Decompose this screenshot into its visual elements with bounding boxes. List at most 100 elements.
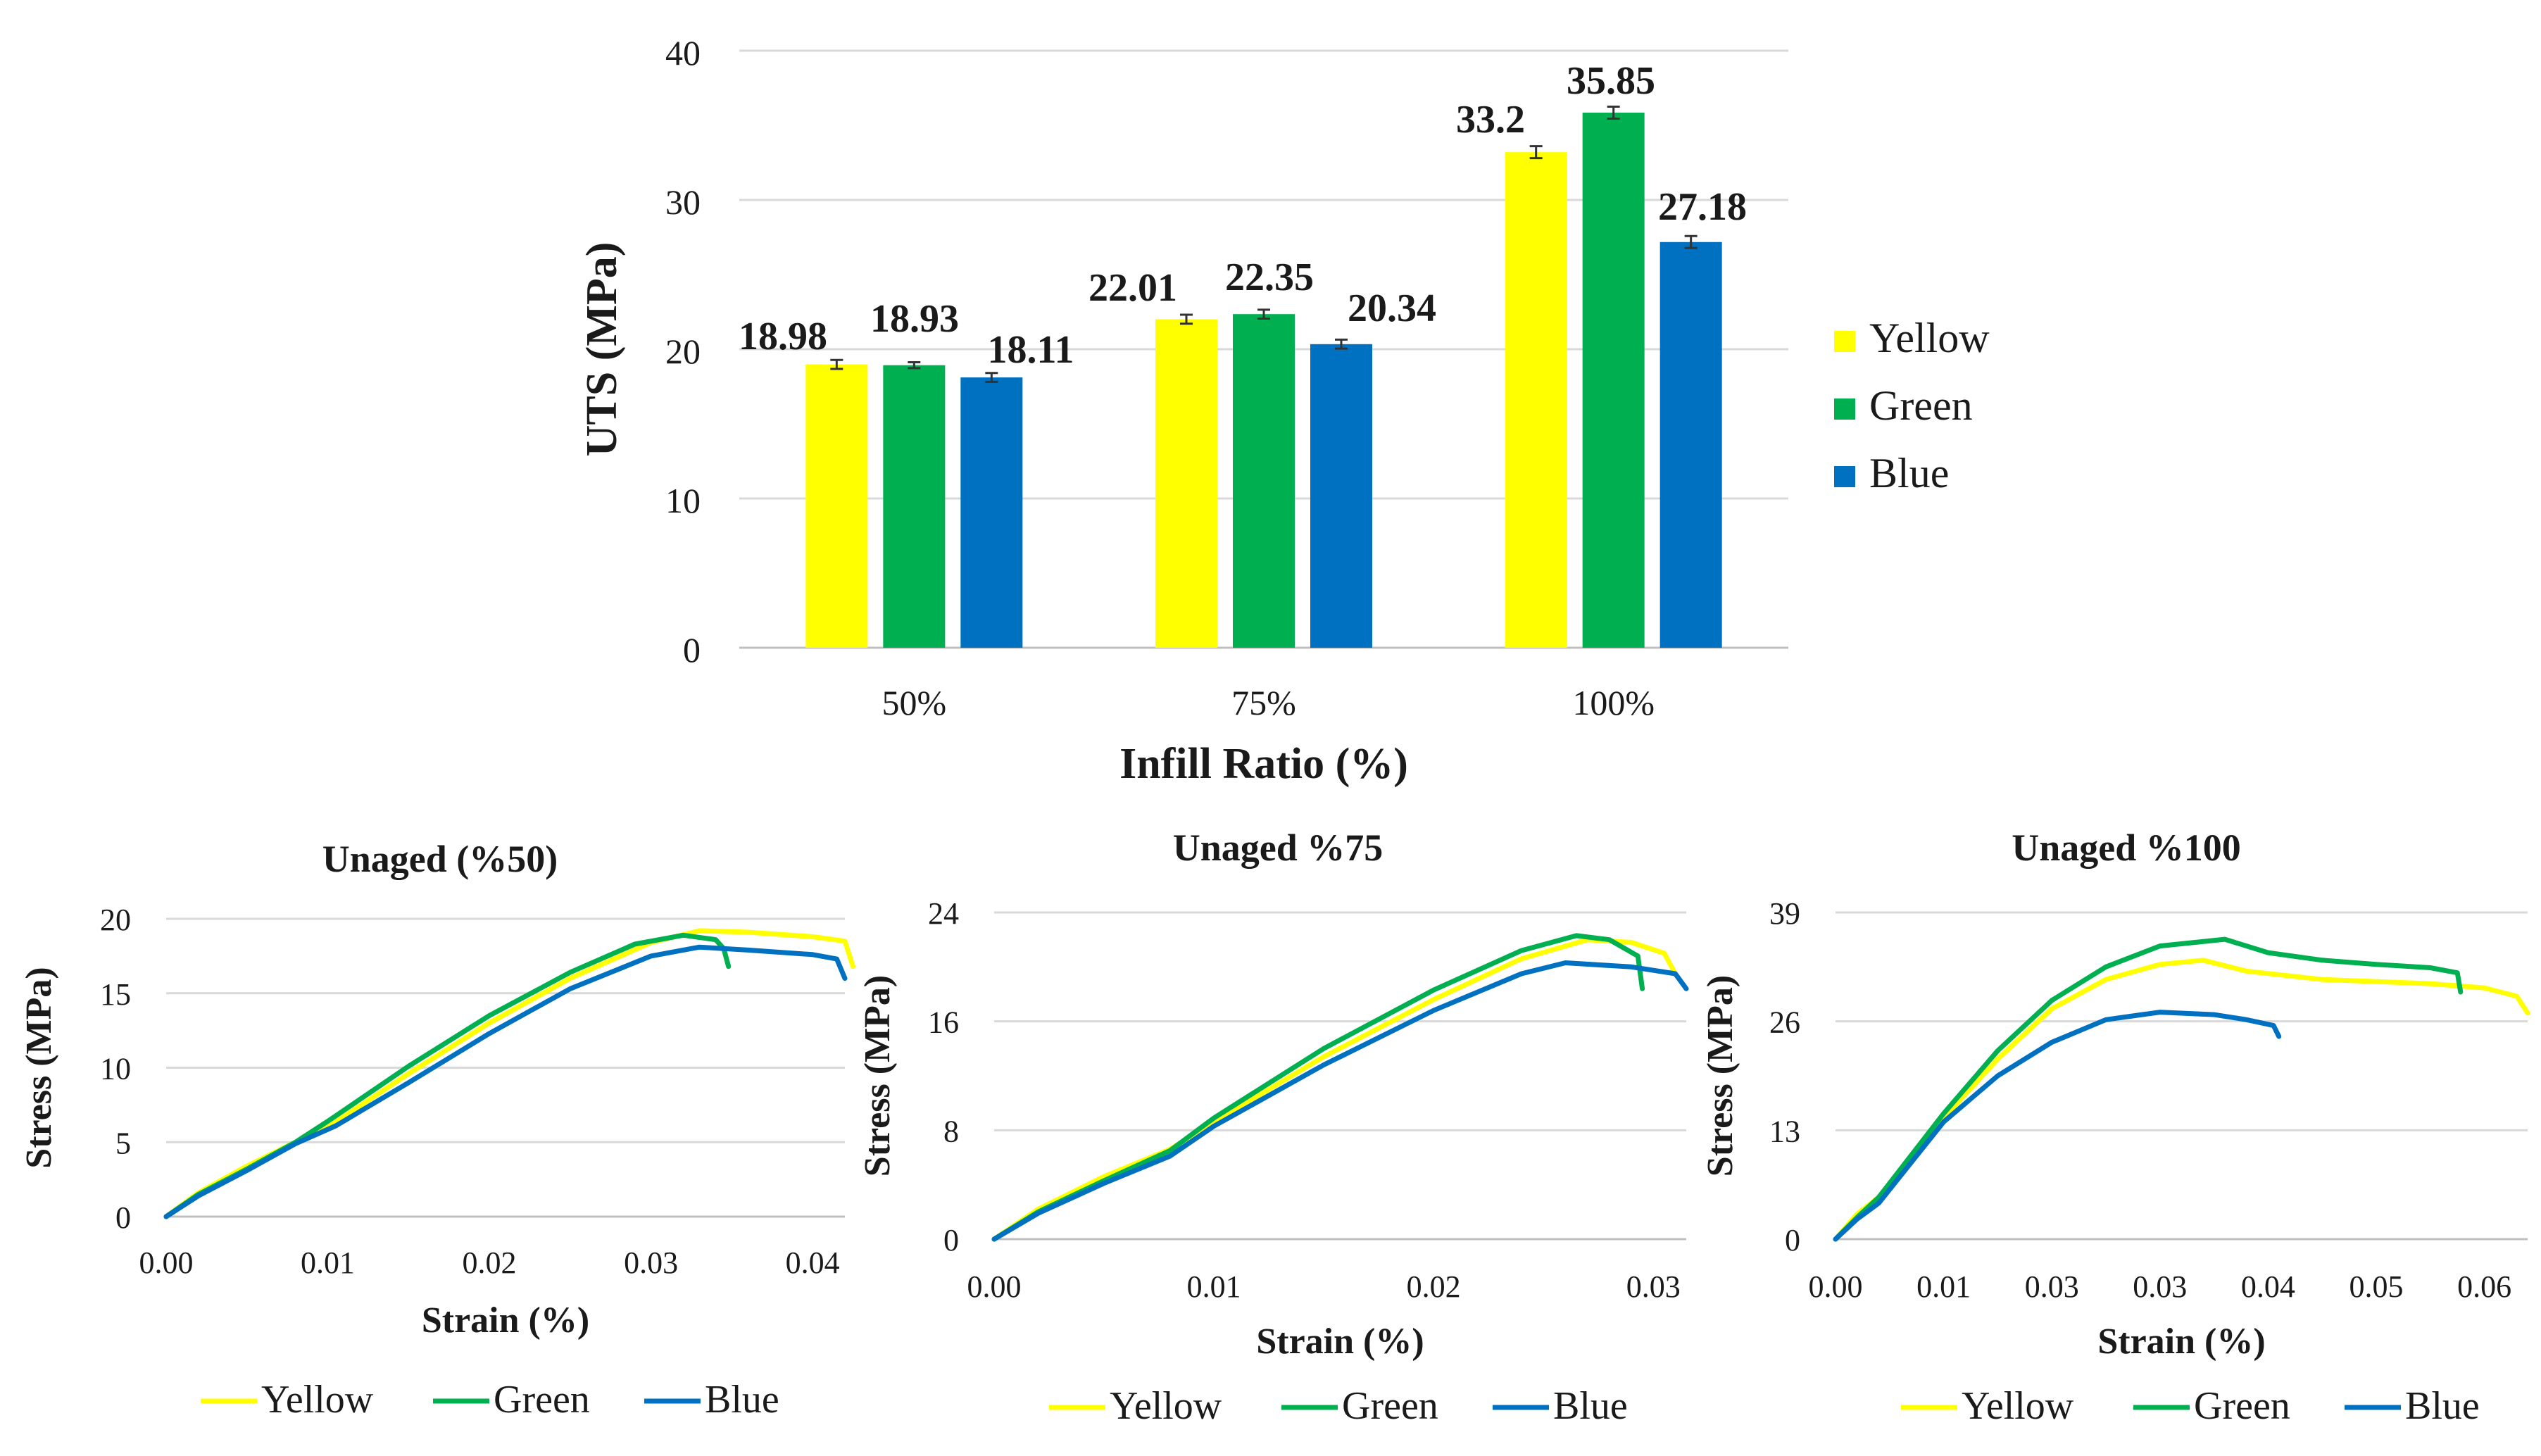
bar-value-label: 33.2 [1456,98,1525,142]
bar-legend: Yellow Green Blue [1834,315,1990,496]
legend-label: Green [1342,1384,1438,1428]
line-y-tick-label: 13 [1769,1114,1800,1148]
bar-x-tick-label: 50% [882,683,947,722]
error-bar [1335,338,1348,350]
bar-x-tick-label: 75% [1231,683,1296,722]
unaged-100-chart: 0 13 26 39 0.00 0.01 0.03 0.03 0.04 0.05 0.06 Unage… [1700,827,2530,1428]
line-y-tick-label: 26 [1769,1005,1800,1040]
line-y-tick-label: 0 [1785,1223,1800,1257]
line-chart-title: Unaged (%50) [322,838,558,880]
series-line-yellow [163,928,855,1219]
line-x-tick-label: 0.01 [301,1245,355,1280]
line-y-axis-title: Stress (MPa) [1700,975,1740,1176]
error-bar [908,360,921,370]
bar-value-label: 27.18 [1658,185,1747,229]
uts-bar-chart: 0 10 20 30 40 50% 75% 100% 18.98 18.93 18.11 22.01 2… [578,33,1990,788]
bar-value-label: 22.35 [1225,256,1314,299]
line-y-tick-label: 15 [100,977,131,1012]
bar-x-axis-title: Infill Ratio (%) [1119,740,1408,788]
line-y-tick-label: 8 [943,1114,959,1148]
bar-yellow-1 [1155,319,1217,648]
line-y-tick-label: 20 [100,903,131,937]
legend-swatch-yellow [1834,331,1855,352]
error-bar [1684,234,1698,249]
bar-value-label: 18.11 [988,328,1074,372]
bar-green-0 [883,365,946,648]
line-x-axis-title: Strain (%) [1256,1322,1424,1362]
legend-label: Yellow [261,1378,374,1422]
line-x-tick-label: 0.00 [1809,1269,1863,1304]
error-bar [985,372,998,383]
line-chart-title: Unaged %100 [2012,827,2241,869]
bar-value-label: 18.98 [739,315,827,358]
series-line-blue [1833,1010,2282,1242]
line-legend: Yellow Green Blue [1049,1384,1628,1428]
bar-y-tick-label: 20 [665,332,701,371]
line-x-tick-label: 0.01 [1187,1269,1241,1304]
line-y-tick-label: 24 [928,896,959,931]
bar-y-tick-label: 30 [665,182,701,222]
series-line-green [163,932,732,1219]
line-y-tick-label: 16 [928,1005,959,1040]
legend-label: Green [494,1378,590,1422]
line-y-tick-label: 10 [100,1052,131,1086]
line-y-tick-label: 0 [115,1200,131,1235]
bar-yellow-0 [805,364,868,648]
line-y-tick-label: 0 [943,1223,959,1257]
bar-y-axis-title: UTS (MPa) [578,242,626,457]
bar-y-tick-label: 10 [665,481,701,520]
legend-label: Yellow [1110,1384,1222,1428]
series-line-green [991,933,1645,1242]
line-x-tick-label: 0.04 [786,1245,840,1280]
line-y-axis-title: Stress (MPa) [858,975,898,1176]
series-line-blue [991,960,1689,1242]
bar-blue-1 [1310,344,1372,648]
legend-swatch-green [1834,398,1855,420]
line-x-tick-label: 0.03 [624,1245,678,1280]
line-legend: Yellow Green Blue [201,1378,779,1422]
series-line-blue [163,944,848,1219]
bar-blue-2 [1660,241,1722,648]
line-x-axis-title: Strain (%) [2097,1322,2265,1362]
line-x-tick-label: 0.03 [1626,1269,1681,1304]
line-y-axis-title: Stress (MPa) [19,967,59,1168]
bar-green-2 [1582,112,1645,648]
bar-value-label: 35.85 [1567,59,1655,103]
bar-value-label: 20.34 [1348,287,1436,330]
line-x-axis-title: Strain (%) [422,1300,589,1341]
line-x-tick-label: 0.02 [463,1245,517,1280]
line-x-tick-label: 0.00 [139,1245,194,1280]
line-x-tick-label: 0.00 [967,1269,1022,1304]
line-x-tick-label: 0.04 [2241,1269,2295,1304]
unaged-75-chart: 0 8 16 24 0.00 0.01 0.02 0.03 Unaged %75 Strain (… [858,827,1689,1428]
legend-label: Green [1869,382,1973,429]
legend-label: Blue [2405,1384,2480,1428]
line-legend: Yellow Green Blue [1901,1384,2480,1428]
legend-label: Blue [1869,450,1949,496]
legend-label: Green [2194,1384,2290,1428]
series-line-yellow [991,937,1678,1242]
legend-label: Yellow [1869,315,1990,361]
legend-label: Blue [705,1378,779,1422]
error-bar [1257,308,1270,320]
line-x-tick-label: 0.01 [1916,1269,1971,1304]
line-y-tick-label: 5 [115,1126,131,1160]
legend-swatch-blue [1834,466,1855,487]
line-x-tick-label: 0.03 [2133,1269,2187,1304]
line-x-tick-label: 0.03 [2025,1269,2079,1304]
bar-blue-0 [960,377,1023,648]
line-x-tick-label: 0.05 [2349,1269,2403,1304]
error-bar [1180,313,1193,325]
bar-y-tick-label: 40 [665,33,701,73]
legend-label: Blue [1553,1384,1628,1428]
line-x-tick-label: 0.06 [2457,1269,2511,1304]
bar-yellow-2 [1505,152,1567,648]
bar-y-tick-label: 0 [683,630,701,670]
bar-value-label: 18.93 [870,297,959,341]
error-bar [1607,106,1620,120]
unaged-50-chart: 0 5 10 15 20 0.00 0.01 0.02 0.03 0.04 Unaged (%50)… [19,838,855,1422]
legend-label: Yellow [1962,1384,2074,1428]
bar-green-1 [1233,314,1295,648]
series-line-green [1833,936,2464,1242]
